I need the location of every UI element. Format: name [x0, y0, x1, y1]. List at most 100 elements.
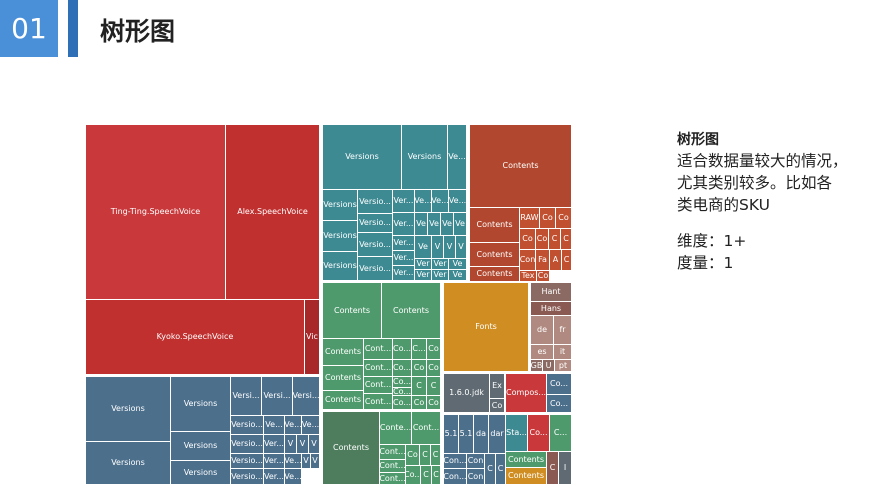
treemap-tile: Co... [393, 377, 411, 387]
treemap-tile: Ver [415, 259, 431, 269]
treemap-tile: Co [540, 208, 555, 228]
treemap-tile: Co [427, 396, 440, 409]
treemap-tile: Kyoko.SpeechVoice [86, 300, 304, 374]
treemap-tile: Versions [86, 377, 170, 441]
treemap-tile: Cont... [364, 360, 392, 376]
treemap-tile: Ve... [448, 125, 466, 189]
treemap-tile: 5.1 [459, 415, 473, 453]
treemap-tile: it [554, 345, 571, 359]
treemap-tile: Contents [506, 452, 546, 467]
treemap-tile: V [432, 236, 443, 258]
treemap-tile: Cont... [364, 377, 392, 393]
treemap-tile: Versions [323, 221, 357, 251]
treemap-tile: Hant [531, 283, 571, 301]
treemap-tile: Versions [86, 442, 170, 484]
treemap-tile: Contents [382, 283, 440, 338]
treemap-tile: Compos... [506, 374, 546, 412]
treemap-tile: Co [412, 396, 426, 409]
treemap-tile: Ve [415, 213, 427, 235]
treemap-tile: Ver... [393, 213, 414, 235]
treemap-tile: C... [412, 339, 426, 359]
treemap-tile: Ve... [449, 190, 466, 212]
treemap-tile: pt [555, 360, 571, 371]
treemap-tile: Ex [490, 374, 504, 398]
treemap-tile: Conte... [380, 412, 411, 444]
treemap-tile: C [485, 454, 495, 484]
treemap-tile: Co [406, 445, 419, 465]
treemap-tile: Versio... [358, 257, 392, 280]
treemap-tile: Contents [470, 125, 571, 207]
treemap-tile: C [496, 454, 505, 484]
treemap-tile: Ve [441, 213, 453, 235]
treemap-tile: Ver [415, 270, 431, 280]
treemap-tile: Co [556, 208, 571, 228]
treemap-tile: Con [467, 469, 484, 484]
treemap-tile: Cont... [412, 412, 440, 444]
treemap-tile: Versi... [231, 377, 261, 415]
treemap-tile: Versio... [231, 469, 263, 484]
section-number-badge: 01 [0, 0, 58, 57]
treemap-tile: Versions [323, 190, 357, 220]
treemap-tile: Co [536, 229, 548, 249]
treemap-tile: Ve... [285, 416, 301, 434]
treemap-tile: Fa [536, 250, 549, 270]
treemap-tile: Con... [444, 454, 466, 468]
treemap-tile: Cont... [380, 445, 405, 459]
treemap-tile: Ver... [264, 469, 284, 484]
treemap-tile: dar [489, 415, 505, 453]
treemap-tile: Versions [171, 461, 230, 484]
treemap-tile: Co... [547, 374, 571, 394]
treemap-tile: Contents [323, 339, 363, 365]
treemap-tile: Contents [323, 366, 363, 390]
treemap-tile: Tex [520, 271, 536, 281]
treemap-tile: Sta... [506, 415, 527, 451]
treemap-tile: Versio... [231, 454, 263, 468]
treemap-tile: Ver... [393, 190, 414, 212]
treemap-tile: Contents [506, 468, 546, 484]
treemap-tile: I [559, 452, 571, 484]
treemap-tile: A [550, 250, 561, 270]
treemap-tile: Contents [323, 391, 363, 409]
measure-text: 度量：1 [677, 254, 734, 272]
treemap-tile: Ve... [415, 190, 431, 212]
treemap-tile: Versio... [358, 190, 392, 213]
treemap-tile: Co [427, 339, 440, 359]
description-spacer [677, 216, 867, 230]
treemap-tile: Alex.SpeechVoice [226, 125, 319, 299]
treemap-tile: Co [520, 229, 535, 249]
treemap-tile: Ver... [264, 454, 284, 468]
treemap-tile: C [420, 445, 430, 465]
treemap-tile: Contents [470, 208, 519, 242]
treemap-tile: Ve... [285, 469, 301, 484]
treemap-tile: C [427, 377, 440, 395]
treemap-tile: C [412, 377, 426, 395]
treemap-tile: Ver... [393, 251, 414, 265]
treemap-tile: V [285, 435, 296, 453]
treemap-tile: 1.6.0.jdk [444, 374, 489, 412]
treemap-tile: Co... [393, 388, 411, 395]
treemap-tile: Versions [171, 377, 230, 431]
treemap-tile: C [432, 466, 440, 484]
treemap-tile: Co [537, 271, 549, 281]
treemap-tile: Contents [470, 267, 519, 281]
treemap-tile: Vic [305, 300, 319, 374]
treemap-tile: Hans [531, 302, 571, 315]
treemap-tile: Ve [415, 236, 431, 258]
treemap-tile: C [547, 452, 558, 484]
treemap-tile: V [456, 236, 466, 258]
treemap-tile: Ver... [393, 236, 414, 250]
treemap-tile: Versions [171, 432, 230, 460]
treemap-tile: Ve... [264, 416, 284, 434]
treemap-tile: Ting-Ting.SpeechVoice [86, 125, 225, 299]
description-title: 树形图 [677, 132, 719, 148]
treemap-tile: Co [490, 399, 504, 412]
description-line-1: 适合数据量较大的情况， [677, 152, 848, 170]
treemap-tile: Contents [323, 283, 381, 338]
treemap-tile: Ver... [393, 266, 414, 280]
treemap-tile: Co... [528, 415, 549, 451]
treemap-tile: Versio... [231, 435, 263, 453]
dimension-text: 维度：1+ [677, 232, 747, 250]
treemap-tile: Ve [428, 213, 440, 235]
treemap-tile: GB [531, 360, 542, 371]
treemap-tile: Cont... [364, 394, 392, 409]
